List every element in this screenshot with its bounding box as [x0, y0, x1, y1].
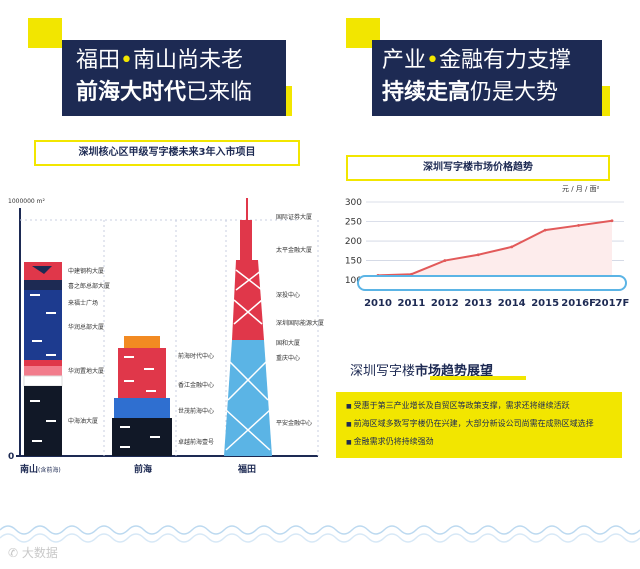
building-laifushi: [24, 290, 62, 322]
y-tick-label: 250: [345, 218, 362, 228]
x-tick-label: 2010: [364, 298, 392, 309]
label-nanshan-0: 中建钢构大厦: [68, 268, 105, 275]
right-chart-title: 深圳写字楼市场价格趋势: [423, 162, 533, 173]
label-futian-3: 深圳国际能源大厦: [276, 320, 325, 327]
label-nanshan-4: 华润置地大厦: [68, 368, 105, 375]
building-chart: [16, 198, 319, 457]
outlook-bullet-1: ■ 前海区域多数写字楼仍在兴建，大部分新设公司尚需在成熟区域选择: [346, 419, 594, 428]
right-header-line1: 产业•金融有力支撑: [382, 48, 572, 73]
bottom-wave-decoration: [0, 525, 640, 543]
series-area: [378, 220, 612, 284]
x-tick-label: 2011: [398, 298, 426, 309]
building-red-stripe: [24, 360, 62, 366]
building-guoji-zhengquan: [240, 220, 252, 260]
building-zhongjian-icon: [32, 266, 52, 274]
left-chart-title: 深圳核心区甲级写字楼未来3年入市项目: [78, 147, 256, 158]
label-futian-4: 国和大厦: [276, 340, 301, 347]
left-chart-title-box: 深圳核心区甲级写字楼未来3年入市项目: [34, 140, 300, 166]
left-header-panel: 福田•南山尚未老 前海大时代已来临: [62, 40, 286, 116]
series-line: [377, 219, 613, 277]
label-futian-6: 平安金融中心: [276, 420, 313, 427]
right-chart-title-box: 深圳写字楼市场价格趋势: [346, 155, 610, 181]
outlook-bullet-2: ■ 金融需求仍将持续强劲: [346, 437, 434, 446]
left-header-line1: 福田•南山尚未老: [76, 48, 244, 73]
building-shentou: [232, 260, 264, 340]
building-cnooc: [24, 386, 62, 456]
label-futian-1: 太平金融大厦: [276, 247, 313, 254]
watermark-icon: ✆: [8, 546, 19, 560]
unit-left: 1000000 m²: [8, 198, 45, 205]
outlook-panel: ■ 受惠于第三产业增长及自贸区等政策支撑，需求还将继续活跃 ■ 前海区域多数写字…: [336, 392, 622, 458]
data-point: [543, 228, 547, 232]
label-futian-5: 重庆中心: [276, 355, 301, 362]
data-point: [510, 245, 514, 249]
district-qianhai: 前海: [134, 465, 153, 475]
building-huarun-land: [24, 366, 62, 376]
label-nanshan-2: 来福士广场: [68, 300, 99, 307]
label-qianhai-2: 世茂前海中心: [178, 408, 215, 415]
district-futian: 福田: [238, 465, 257, 475]
axis-0: 0: [8, 452, 15, 462]
label-futian-2: 深投中心: [276, 292, 301, 299]
label-futian-0: 国际证券大厦: [276, 214, 313, 221]
data-point: [476, 253, 480, 257]
right-header-line2: 持续走高仍是大势: [382, 80, 559, 105]
building-white-band: [23, 375, 63, 387]
label-qianhai-3: 卓越前海壹号: [178, 439, 215, 446]
right-header-panel: 产业•金融有力支撑 持续走高仍是大势: [372, 40, 602, 116]
x-tick-label: 2012: [431, 298, 459, 309]
y-tick-label: 200: [345, 237, 362, 247]
outlook-underline: [430, 376, 526, 380]
outlook-bullet-0: ■ 受惠于第三产业增长及自贸区等政策支撑，需求还将继续活跃: [346, 401, 570, 410]
x-axis-band: [357, 275, 627, 291]
x-tick-label: 2014: [498, 298, 526, 309]
building-xizhilang: [24, 280, 62, 290]
unit-right: 元 / 月 / 面²: [562, 185, 600, 193]
label-nanshan-3: 华润总部大厦: [68, 324, 105, 331]
y-tick-label: 300: [345, 198, 362, 208]
y-tick-label: 150: [345, 257, 362, 267]
x-tick-label: 2016F: [561, 298, 596, 309]
watermark: ✆ 大数据: [8, 546, 58, 560]
data-point: [577, 224, 580, 227]
building-xiangjiang: [114, 398, 170, 418]
nanshan-stack: [23, 262, 63, 456]
y-tick-label: 100: [345, 276, 362, 286]
data-point: [443, 259, 447, 262]
data-point: [410, 272, 413, 276]
label-qianhai-0: 前海时代中心: [178, 353, 215, 360]
building-shimao: [112, 418, 172, 456]
label-nanshan-5: 中海油大厦: [68, 418, 99, 425]
x-tick-label: 2013: [464, 298, 492, 309]
x-tick-label: 2017F: [595, 298, 630, 309]
district-nanshan: 南山(含前海): [20, 465, 61, 475]
label-qianhai-1: 香江金融中心: [178, 382, 215, 389]
building-huarun-hq: [24, 322, 62, 360]
x-tick-label: 2015: [531, 298, 559, 309]
data-point: [610, 219, 614, 223]
left-header-line2: 前海大时代已来临: [76, 80, 253, 105]
building-qianhai-top: [124, 336, 160, 348]
building-pingan: [224, 340, 272, 456]
label-nanshan-1: 喜之郎总部大厦: [68, 283, 111, 290]
qianhai-stack: [112, 336, 172, 456]
building-qianhai-time: [118, 348, 166, 398]
outlook-title: 深圳写字楼市场趋势展望: [350, 364, 494, 379]
futian-stack: [224, 198, 272, 456]
left-header-accent-square: [28, 18, 62, 48]
